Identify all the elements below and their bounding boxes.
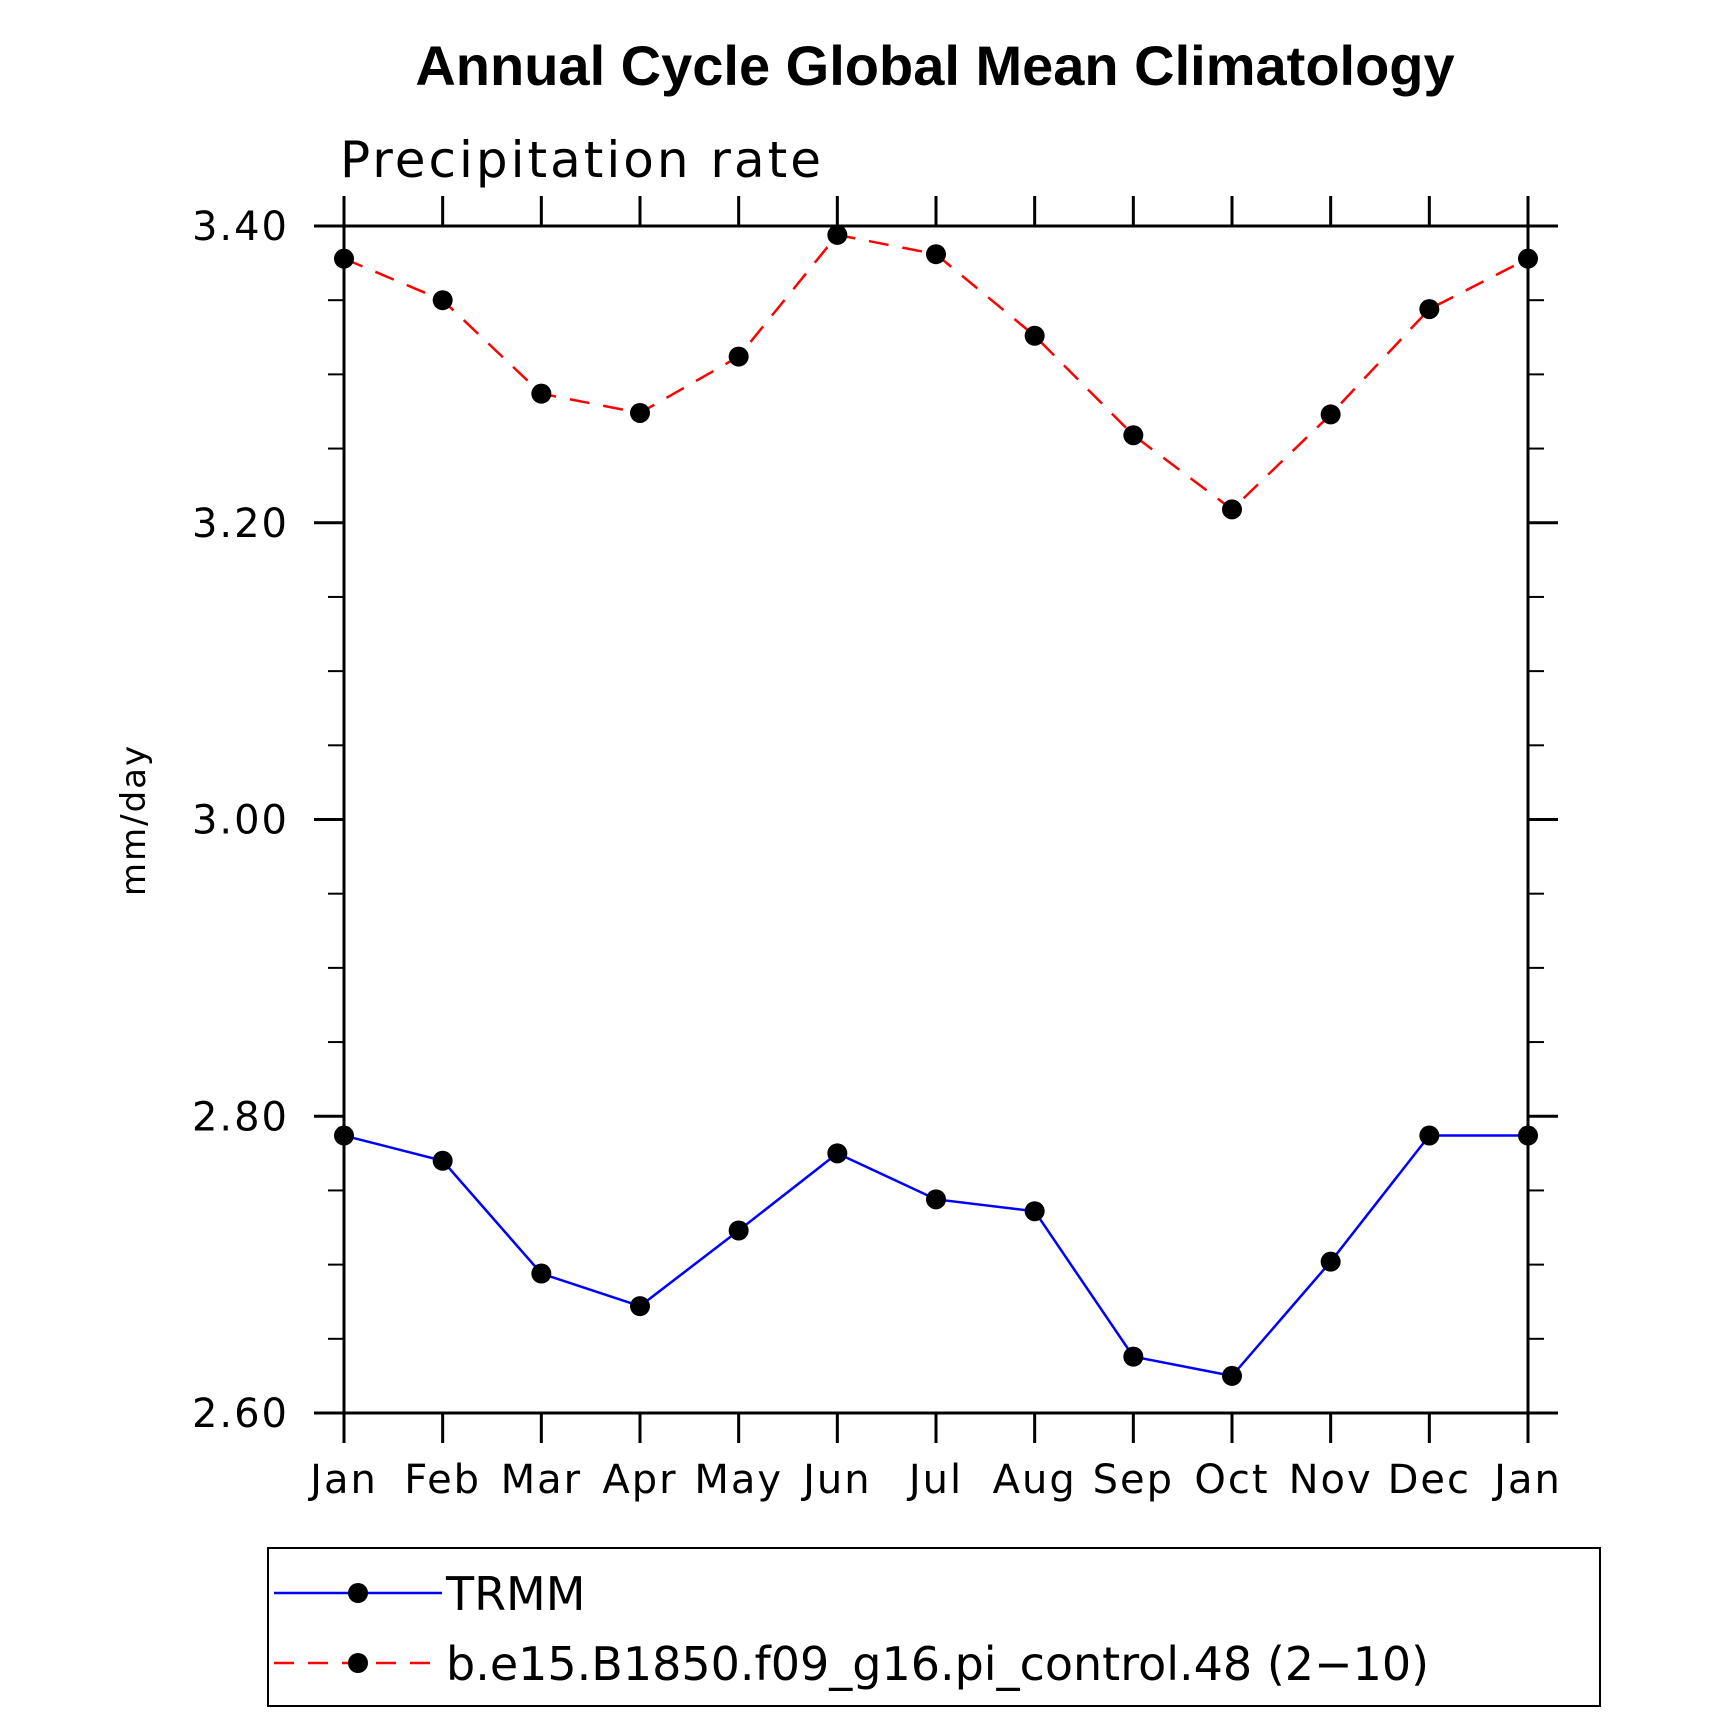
x-tick-label: Jun (800, 1457, 872, 1503)
data-point-series-0 (728, 1220, 749, 1241)
x-tick-label: Nov (1289, 1457, 1373, 1503)
y-tick-label: 2.80 (192, 1094, 289, 1140)
x-tick-label: Mar (501, 1457, 582, 1503)
x-tick-label: Aug (993, 1457, 1077, 1503)
data-point-series-0 (630, 1296, 650, 1317)
x-tick-label: Dec (1388, 1457, 1471, 1503)
data-point-series-1 (1518, 248, 1538, 269)
y-tick-label: 2.60 (192, 1391, 289, 1437)
data-point-series-1 (630, 402, 650, 423)
data-point-series-0 (334, 1125, 354, 1146)
data-point-series-0 (926, 1189, 946, 1210)
data-point-series-1 (827, 224, 848, 245)
series-line-0 (343, 1134, 1528, 1378)
x-tick-label: Apr (602, 1457, 677, 1503)
plot-area: 2.602.803.003.203.40 Jan Feb Mar Apr May Jun J… (192, 196, 1562, 1503)
data-point-series-1 (926, 244, 946, 265)
axis-ticks (314, 196, 1558, 1443)
x-tick-label: Jan (307, 1457, 378, 1503)
y-tick-label: 3.00 (192, 798, 289, 844)
data-point-series-0 (1024, 1201, 1045, 1222)
data-point-series-1 (1123, 425, 1144, 446)
legend-marker-trmm (348, 1583, 368, 1603)
legend-box (267, 1547, 1601, 1707)
x-tick-label: Sep (1093, 1457, 1174, 1503)
y-tick-labels: 2.60 2.80 3.00 3.20 3.40 (192, 204, 289, 1437)
y-axis-label: mm/day (114, 744, 154, 896)
data-point-series-1 (334, 248, 354, 269)
data-point-series-1 (1024, 325, 1045, 346)
data-point-series-0 (531, 1263, 552, 1284)
legend-label-model: b.e15.B1850.f09_g16.pi_control.48 (2−10) (446, 1637, 1429, 1691)
data-point-series-1 (432, 290, 453, 311)
x-tick-label: Oct (1194, 1457, 1269, 1503)
y-tick-label: 3.40 (192, 204, 289, 250)
chart-subtitle: Precipitation rate (340, 131, 824, 189)
data-point-series-1 (1419, 299, 1440, 320)
y-tick-label: 3.20 (192, 501, 289, 547)
x-tick-label: May (694, 1457, 783, 1503)
chart-title: Annual Cycle Global Mean Climatology (415, 34, 1454, 97)
legend-marker-model (348, 1653, 368, 1673)
x-tick-label: Feb (404, 1457, 481, 1503)
x-tick-label: Jan (1491, 1457, 1562, 1503)
data-point-series-0 (1419, 1125, 1440, 1146)
x-tick-labels: Jan Feb Mar Apr May Jun Jul Aug Sep Oct Nov Dec Jan (307, 1457, 1562, 1503)
data-point-series-0 (1518, 1125, 1538, 1146)
legend: TRMM b.e15.B1850.f09_g16.pi_control.48 (… (267, 1547, 1601, 1707)
data-point-series-0 (1222, 1365, 1242, 1386)
legend-label-trmm: TRMM (445, 1567, 585, 1621)
data-point-series-1 (1320, 404, 1341, 425)
data-point-series-1 (531, 383, 552, 404)
data-point-series-1 (1222, 499, 1242, 520)
data-point-series-0 (1320, 1251, 1341, 1272)
series-markers (334, 224, 1538, 1386)
data-point-series-0 (432, 1150, 453, 1171)
data-point-series-1 (728, 346, 749, 367)
data-point-series-0 (1123, 1346, 1144, 1367)
data-point-series-0 (827, 1143, 848, 1164)
series-line-1 (343, 233, 1529, 512)
x-tick-label: Jul (906, 1457, 963, 1503)
